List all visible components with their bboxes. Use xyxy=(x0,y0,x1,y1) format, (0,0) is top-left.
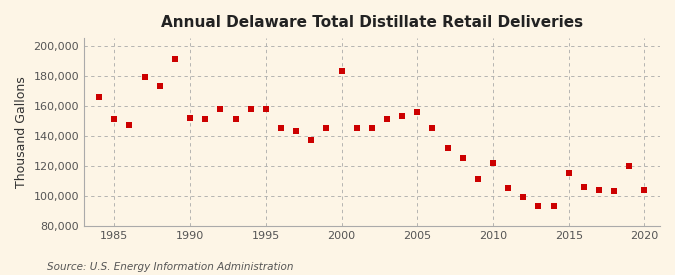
Point xyxy=(139,75,150,79)
Point xyxy=(245,106,256,111)
Point xyxy=(367,126,377,130)
Point xyxy=(155,84,165,88)
Point xyxy=(518,195,529,200)
Title: Annual Delaware Total Distillate Retail Deliveries: Annual Delaware Total Distillate Retail … xyxy=(161,15,583,30)
Point xyxy=(351,126,362,130)
Text: Source: U.S. Energy Information Administration: Source: U.S. Energy Information Administ… xyxy=(47,262,294,271)
Point xyxy=(321,126,332,130)
Point xyxy=(533,204,544,208)
Point xyxy=(336,69,347,73)
Point xyxy=(169,57,180,61)
Point xyxy=(397,114,408,119)
Point xyxy=(442,145,453,150)
Point xyxy=(275,126,286,130)
Point xyxy=(427,126,438,130)
Point xyxy=(381,117,392,122)
Point xyxy=(291,129,302,133)
Point xyxy=(564,171,574,175)
Point xyxy=(609,189,620,194)
Point xyxy=(200,117,211,122)
Point xyxy=(624,164,634,168)
Point xyxy=(109,117,119,122)
Point xyxy=(503,186,514,191)
Point xyxy=(578,185,589,189)
Point xyxy=(412,109,423,114)
Point xyxy=(593,188,604,192)
Point xyxy=(487,161,498,165)
Y-axis label: Thousand Gallons: Thousand Gallons xyxy=(15,76,28,188)
Point xyxy=(230,117,241,122)
Point xyxy=(548,204,559,208)
Point xyxy=(124,123,135,127)
Point xyxy=(215,106,225,111)
Point xyxy=(639,188,650,192)
Point xyxy=(458,156,468,161)
Point xyxy=(472,177,483,182)
Point xyxy=(185,116,196,120)
Point xyxy=(94,95,105,99)
Point xyxy=(306,138,317,142)
Point xyxy=(261,106,271,111)
